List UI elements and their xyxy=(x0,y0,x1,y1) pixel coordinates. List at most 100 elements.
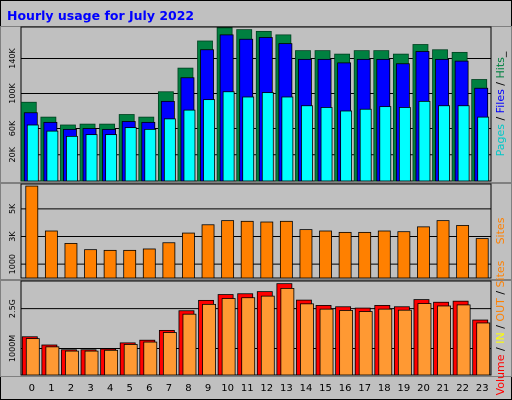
bar-pages-13 xyxy=(281,96,294,182)
bar-sites-23 xyxy=(475,238,489,279)
panel-side-label: Sites xyxy=(494,217,507,244)
bar-sites-22 xyxy=(456,225,470,279)
bar-out-10 xyxy=(221,298,236,376)
bar-pages-4 xyxy=(105,134,118,182)
bar-out-22 xyxy=(456,304,471,376)
bar-pages-9 xyxy=(203,99,215,182)
x-tick-label: 5 xyxy=(127,383,133,394)
side-label-part: Sites xyxy=(494,217,507,244)
bar-sites-5 xyxy=(123,249,137,279)
plot-area xyxy=(20,280,492,376)
x-tick-label: 11 xyxy=(241,383,254,394)
side-label-part: _ xyxy=(494,51,507,58)
x-tick-label: 17 xyxy=(358,383,371,394)
x-tick-label: 21 xyxy=(437,383,450,394)
bar-sites-9 xyxy=(201,224,215,279)
x-tick-label: 8 xyxy=(185,383,191,394)
side-label-part: / xyxy=(494,344,507,355)
side-label-part: Hits xyxy=(494,57,507,79)
bar-pages-14 xyxy=(301,105,313,182)
bar-out-4 xyxy=(104,349,119,376)
bar-out-8 xyxy=(182,313,197,376)
x-tick-label: 19 xyxy=(398,383,411,394)
bar-sites-7 xyxy=(162,242,176,279)
side-label-part: / xyxy=(494,322,507,333)
side-label-part: / xyxy=(494,78,507,89)
bar-out-3 xyxy=(84,350,99,376)
x-tick-label: 16 xyxy=(339,383,352,394)
x-tick-label: 3 xyxy=(87,383,93,394)
bar-sites-11 xyxy=(240,220,254,279)
y-tick-label: 3K xyxy=(8,231,17,242)
side-label-part: / xyxy=(494,287,507,298)
bar-sites-12 xyxy=(260,221,274,279)
bar-pages-0 xyxy=(26,124,39,182)
bar-pages-3 xyxy=(85,134,98,182)
bar-pages-21 xyxy=(438,105,450,182)
panel-volume: 1000M 2.5G Volume / IN / OUT / Sites xyxy=(0,260,512,395)
bar-out-16 xyxy=(339,310,354,376)
bar-pages-22 xyxy=(457,105,470,182)
panel-sites: 1000 3K 5K Sites xyxy=(0,183,512,280)
bar-pages-17 xyxy=(359,108,372,182)
bar-out-9 xyxy=(202,303,216,376)
y-tick-label: 1000 xyxy=(8,254,17,274)
bar-sites-19 xyxy=(397,231,411,279)
bar-out-13 xyxy=(280,288,295,376)
bar-sites-21 xyxy=(436,220,450,279)
side-label-part: Volume xyxy=(494,354,507,395)
bar-sites-15 xyxy=(319,230,332,279)
bar-out-6 xyxy=(143,341,158,376)
x-tick-label: 9 xyxy=(205,383,211,394)
bar-sites-10 xyxy=(221,220,235,279)
bar-out-21 xyxy=(437,305,451,376)
x-tick-label: 10 xyxy=(221,383,234,394)
bar-sites-0 xyxy=(25,185,39,279)
bar-out-1 xyxy=(45,346,60,376)
bar-sites-13 xyxy=(279,220,293,279)
side-label-part: Files xyxy=(494,89,507,113)
panel-requests: 20K 60K 100K 140K Pages / Files / Hits_ xyxy=(0,26,512,183)
x-tick-label: 14 xyxy=(300,383,313,394)
bar-pages-18 xyxy=(379,106,392,182)
bar-sites-14 xyxy=(299,229,313,279)
bar-pages-15 xyxy=(320,107,333,182)
bar-pages-16 xyxy=(340,110,353,182)
bar-pages-12 xyxy=(261,92,274,182)
bar-pages-19 xyxy=(398,107,411,182)
side-label-part: / xyxy=(494,113,507,124)
chart-panels: 20K 60K 100K 140K Pages / Files / Hits_ 1000 3… xyxy=(0,26,512,395)
bar-pages-7 xyxy=(163,118,176,182)
bar-sites-18 xyxy=(377,230,391,279)
x-tick-label: 4 xyxy=(107,383,113,394)
side-label-part: OUT xyxy=(494,298,507,322)
x-axis: 0 1 2 3 4 5 6 7 8 9 10 11 12 13 14 15 16 17 18 19 20 21 22 23 xyxy=(29,383,489,394)
bar-pages-5 xyxy=(124,127,137,182)
bar-out-15 xyxy=(319,308,334,376)
x-tick-label: 0 xyxy=(29,383,35,394)
series-sites xyxy=(25,185,489,279)
bar-sites-2 xyxy=(64,243,78,279)
side-label-part: Sites xyxy=(494,260,507,287)
series-out xyxy=(25,288,491,376)
bar-pages-23 xyxy=(477,116,490,182)
bar-out-5 xyxy=(123,344,138,376)
y-tick-label: 100K xyxy=(8,82,17,103)
plot-area xyxy=(20,183,492,279)
x-tick-label: 7 xyxy=(166,383,172,394)
bar-sites-6 xyxy=(142,248,156,279)
series-pages xyxy=(26,91,490,182)
bar-out-18 xyxy=(378,308,393,376)
bar-sites-1 xyxy=(44,230,58,279)
bar-out-11 xyxy=(241,297,256,376)
bar-sites-3 xyxy=(84,249,97,279)
bar-out-23 xyxy=(476,322,491,376)
bar-sites-4 xyxy=(103,249,117,279)
bar-pages-8 xyxy=(183,109,196,182)
x-tick-label: 2 xyxy=(68,383,74,394)
chart-title: Hourly usage for July 2022 xyxy=(7,8,194,23)
x-tick-label: 22 xyxy=(456,383,469,394)
x-tick-label: 12 xyxy=(260,383,273,394)
bar-sites-20 xyxy=(417,226,430,279)
